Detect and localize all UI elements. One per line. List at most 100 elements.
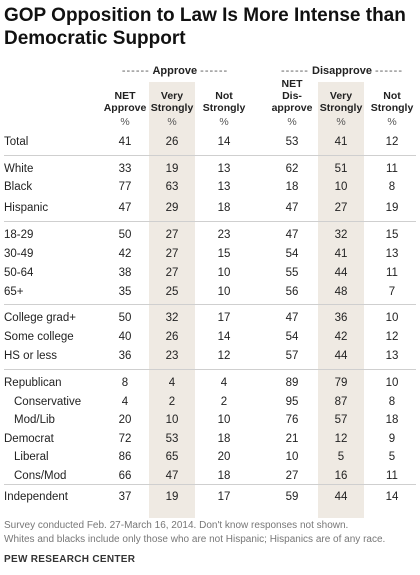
cell-value: 13	[217, 181, 231, 193]
row-divider	[4, 484, 416, 485]
cell-value: 18	[217, 470, 231, 482]
cell-value: 10	[334, 181, 348, 193]
cell-value: 79	[334, 377, 348, 389]
col-header-net-approve: NET Approve	[103, 90, 147, 114]
cell-value: 25	[165, 286, 179, 298]
cell-value: 37	[118, 491, 132, 503]
cell-value: 29	[165, 202, 179, 214]
cell-value: 42	[334, 331, 348, 343]
cell-value: 12	[385, 331, 399, 343]
cell-value: 89	[285, 377, 299, 389]
table-row: Mod/Lib 20 10 10 76 57 18	[0, 411, 420, 429]
cell-value: 20	[118, 414, 132, 426]
cell-value: 56	[285, 286, 299, 298]
cell-value: 12	[334, 433, 348, 445]
cell-value: 12	[385, 136, 399, 148]
cell-value: 10	[217, 414, 231, 426]
row-label: White	[4, 163, 34, 175]
cell-value: 17	[217, 312, 231, 324]
cell-value: 26	[165, 331, 179, 343]
unit-approve-not: %	[219, 116, 229, 128]
table-row: 65+ 35 25 10 56 48 7	[0, 283, 420, 301]
cell-value: 10	[385, 312, 399, 324]
cell-value: 15	[385, 229, 399, 241]
disapprove-very-strongly-shade	[318, 82, 364, 518]
cell-value: 95	[285, 396, 299, 408]
cell-value: 23	[165, 350, 179, 362]
cell-value: 4	[121, 396, 129, 408]
table-row: Liberal 86 65 20 10 5 5	[0, 448, 420, 466]
col-header-approve-not-strongly: Not Strongly	[202, 90, 246, 114]
cell-value: 86	[118, 451, 132, 463]
cell-value: 10	[385, 377, 399, 389]
cell-value: 35	[118, 286, 132, 298]
row-label: Democrat	[4, 433, 54, 445]
cell-value: 47	[165, 470, 179, 482]
cell-value: 66	[118, 470, 132, 482]
cell-value: 13	[385, 248, 399, 260]
cell-value: 27	[285, 470, 299, 482]
cell-value: 57	[285, 350, 299, 362]
unit-disapprove-very: %	[336, 116, 346, 128]
cell-value: 2	[168, 396, 176, 408]
cell-value: 33	[118, 163, 132, 175]
row-divider	[4, 221, 416, 222]
cell-value: 16	[334, 470, 348, 482]
cell-value: 44	[334, 267, 348, 279]
cell-value: 5	[337, 451, 345, 463]
table-row: Black 77 63 13 18 10 8	[0, 178, 420, 196]
approve-group-header: ------ Approve ------	[121, 65, 229, 77]
row-label: Republican	[4, 377, 62, 389]
cell-value: 13	[385, 350, 399, 362]
row-label: Independent	[4, 491, 68, 503]
table-row: 50-64 38 27 10 55 44 11	[0, 264, 420, 282]
cell-value: 15	[217, 248, 231, 260]
row-label: Cons/Mod	[14, 470, 67, 482]
col-header-net-disapprove: NET Dis-approve	[271, 78, 313, 114]
cell-value: 8	[121, 377, 129, 389]
row-label: Total	[4, 136, 29, 148]
cell-value: 36	[334, 312, 348, 324]
row-label: Liberal	[14, 451, 49, 463]
cell-value: 19	[165, 163, 179, 175]
cell-value: 5	[388, 451, 396, 463]
table-row: Cons/Mod 66 47 18 27 16 11	[0, 467, 420, 485]
cell-value: 87	[334, 396, 348, 408]
cell-value: 50	[118, 312, 132, 324]
page-title: GOP Opposition to Law Is More Intense th…	[4, 5, 406, 49]
table-row: 18-29 50 27 23 47 32 15	[0, 226, 420, 244]
cell-value: 27	[165, 229, 179, 241]
row-label: Some college	[4, 331, 74, 343]
cell-value: 63	[165, 181, 179, 193]
cell-value: 47	[118, 202, 132, 214]
cell-value: 7	[388, 286, 396, 298]
cell-value: 27	[334, 202, 348, 214]
source-credit: PEW RESEARCH CENTER	[4, 554, 136, 565]
cell-value: 13	[217, 163, 231, 175]
table-row: College grad+ 50 32 17 47 36 10	[0, 309, 420, 327]
cell-value: 11	[386, 163, 398, 175]
table-row: 30-49 42 27 15 54 41 13	[0, 245, 420, 263]
race-note: Whites and blacks include only those who…	[4, 534, 386, 545]
row-label: Conservative	[14, 396, 82, 408]
row-label: Hispanic	[4, 202, 49, 214]
cell-value: 54	[285, 331, 299, 343]
cell-value: 18	[217, 202, 231, 214]
cell-value: 19	[385, 202, 399, 214]
row-label: Black	[4, 181, 33, 193]
cell-value: 41	[118, 136, 132, 148]
cell-value: 47	[285, 202, 299, 214]
row-label: HS or less	[4, 350, 58, 362]
cell-value: 53	[165, 433, 179, 445]
cell-value: 36	[118, 350, 132, 362]
cell-value: 26	[165, 136, 179, 148]
cell-value: 12	[217, 350, 231, 362]
table-row: Conservative 4 2 2 95 87 8	[0, 393, 420, 411]
cell-value: 18	[385, 414, 399, 426]
cell-value: 11	[386, 267, 398, 279]
cell-value: 55	[285, 267, 299, 279]
cell-value: 20	[217, 451, 231, 463]
cell-value: 57	[334, 414, 348, 426]
cell-value: 32	[334, 229, 348, 241]
cell-value: 14	[385, 491, 399, 503]
